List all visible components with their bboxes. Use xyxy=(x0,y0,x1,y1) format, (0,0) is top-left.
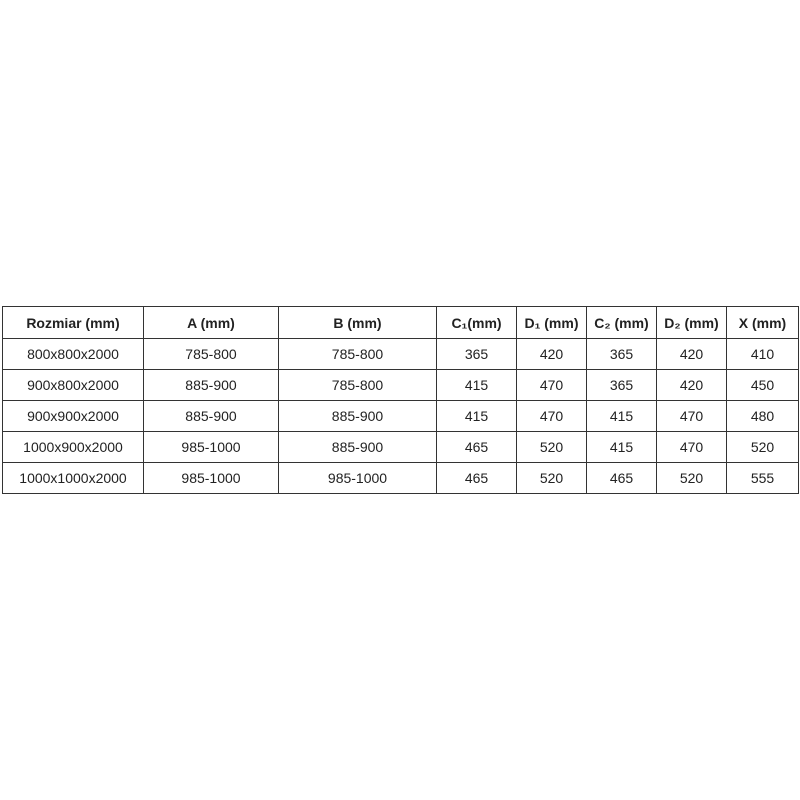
table-cell: 985-1000 xyxy=(143,462,279,494)
table-cell: 465 xyxy=(436,462,517,494)
table-cell: 365 xyxy=(586,338,657,370)
header-row: Rozmiar (mm) A (mm) B (mm) C₁(mm) D₁ (mm) C₂ … xyxy=(2,306,799,339)
table-cell: 555 xyxy=(726,462,799,494)
table-cell: 785-800 xyxy=(278,338,437,370)
column-header: X (mm) xyxy=(726,306,799,339)
table-cell: 420 xyxy=(656,369,727,401)
table-cell: 520 xyxy=(516,431,587,463)
column-header: C₁(mm) xyxy=(436,306,517,339)
table-cell: 785-800 xyxy=(143,338,279,370)
table-cell: 465 xyxy=(436,431,517,463)
table-cell: 885-900 xyxy=(143,369,279,401)
table-cell: 480 xyxy=(726,400,799,432)
column-header: A (mm) xyxy=(143,306,279,339)
table-cell: 885-900 xyxy=(278,431,437,463)
table-cell: 900x800x2000 xyxy=(2,369,144,401)
table-row: 1000x1000x2000 985-1000 985-1000 465 520 465 5… xyxy=(2,462,799,494)
table-cell: 885-900 xyxy=(143,400,279,432)
table-cell: 450 xyxy=(726,369,799,401)
table-cell: 1000x1000x2000 xyxy=(2,462,144,494)
column-header: B (mm) xyxy=(278,306,437,339)
table-cell: 470 xyxy=(516,369,587,401)
table-cell: 900x900x2000 xyxy=(2,400,144,432)
table-row: 900x800x2000 885-900 785-800 415 470 365 420 45… xyxy=(2,369,799,401)
table-cell: 420 xyxy=(516,338,587,370)
table-cell: 470 xyxy=(656,400,727,432)
table-cell: 420 xyxy=(656,338,727,370)
table-cell: 415 xyxy=(436,400,517,432)
column-header: D₁ (mm) xyxy=(516,306,587,339)
table-cell: 365 xyxy=(436,338,517,370)
table-cell: 415 xyxy=(586,400,657,432)
table-cell: 520 xyxy=(656,462,727,494)
column-header: Rozmiar (mm) xyxy=(2,306,144,339)
table-cell: 1000x900x2000 xyxy=(2,431,144,463)
table-cell: 520 xyxy=(726,431,799,463)
table-row: 1000x900x2000 985-1000 885-900 465 520 415 470… xyxy=(2,431,799,463)
table-cell: 800x800x2000 xyxy=(2,338,144,370)
table-cell: 410 xyxy=(726,338,799,370)
table-cell: 985-1000 xyxy=(278,462,437,494)
table-cell: 415 xyxy=(436,369,517,401)
table-cell: 415 xyxy=(586,431,657,463)
table-cell: 520 xyxy=(516,462,587,494)
table-cell: 465 xyxy=(586,462,657,494)
column-header: C₂ (mm) xyxy=(586,306,657,339)
table-cell: 470 xyxy=(516,400,587,432)
table-cell: 885-900 xyxy=(278,400,437,432)
table-cell: 985-1000 xyxy=(143,431,279,463)
table-cell: 470 xyxy=(656,431,727,463)
table-row: 900x900x2000 885-900 885-900 415 470 415 470 48… xyxy=(2,400,799,432)
table-row: 800x800x2000 785-800 785-800 365 420 365 420 41… xyxy=(2,338,799,370)
table-cell: 785-800 xyxy=(278,369,437,401)
table-cell: 365 xyxy=(586,369,657,401)
column-header: D₂ (mm) xyxy=(656,306,727,339)
dimensions-table: Rozmiar (mm) A (mm) B (mm) C₁(mm) D₁ (mm) C₂ … xyxy=(2,306,799,494)
